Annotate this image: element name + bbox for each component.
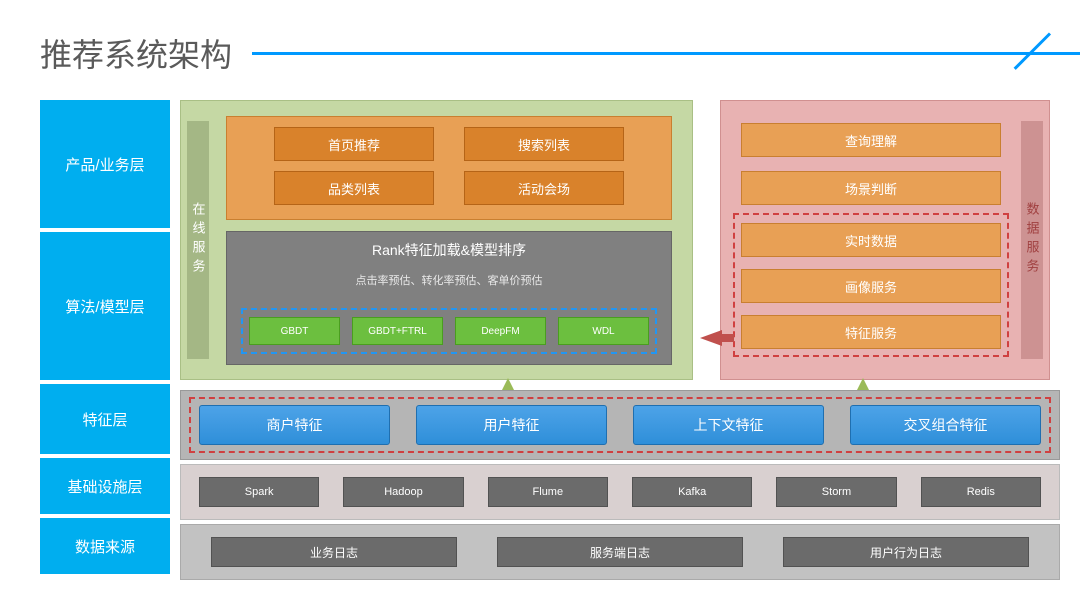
source-user-behavior-log: 用户行为日志 <box>783 537 1029 567</box>
online-service-label: 在线服务 <box>187 121 209 359</box>
feature-context: 上下文特征 <box>633 405 824 445</box>
layer-infra: 基础设施层 <box>40 458 170 514</box>
box-scene-judge: 场景判断 <box>741 171 1001 205</box>
infra-flume: Flume <box>488 477 608 507</box>
title-bar: 推荐系统架构 <box>40 30 1080 76</box>
data-service-label: 数据服务 <box>1021 121 1043 359</box>
layer-labels: 产品/业务层 算法/模型层 特征层 基础设施层 数据来源 <box>40 100 170 578</box>
infra-hadoop: Hadoop <box>343 477 463 507</box>
rank-subtitle: 点击率预估、转化率预估、客单价预估 <box>227 272 671 288</box>
box-activity: 活动会场 <box>464 171 624 205</box>
infra-row: Spark Hadoop Flume Kafka Storm Redis <box>180 464 1060 520</box>
feature-row: 商户特征 用户特征 上下文特征 交叉组合特征 <box>180 390 1060 460</box>
layer-source: 数据来源 <box>40 518 170 574</box>
models-container: GBDT GBDT+FTRL DeepFM WDL <box>241 308 657 354</box>
box-feature-service: 特征服务 <box>741 315 1001 349</box>
box-category-list: 品类列表 <box>274 171 434 205</box>
box-profile-service: 画像服务 <box>741 269 1001 303</box>
feature-user: 用户特征 <box>416 405 607 445</box>
layer-product: 产品/业务层 <box>40 100 170 228</box>
page-title: 推荐系统架构 <box>40 30 232 76</box>
source-row: 业务日志 服务端日志 用户行为日志 <box>180 524 1060 580</box>
source-business-log: 业务日志 <box>211 537 457 567</box>
main-area: 在线服务 首页推荐 搜索列表 品类列表 活动会场 Rank特征加载&模型排序 点… <box>180 100 1060 598</box>
box-search-list: 搜索列表 <box>464 127 624 161</box>
online-service-panel: 在线服务 首页推荐 搜索列表 品类列表 活动会场 Rank特征加载&模型排序 点… <box>180 100 693 380</box>
rank-title: Rank特征加载&模型排序 <box>227 240 671 260</box>
infra-redis: Redis <box>921 477 1041 507</box>
title-underline <box>252 52 1080 55</box>
box-home-rec: 首页推荐 <box>274 127 434 161</box>
source-server-log: 服务端日志 <box>497 537 743 567</box>
product-group: 首页推荐 搜索列表 品类列表 活动会场 <box>226 116 672 220</box>
infra-storm: Storm <box>776 477 896 507</box>
model-deepfm: DeepFM <box>455 317 546 345</box>
model-gbdt-ftrl: GBDT+FTRL <box>352 317 443 345</box>
box-query-understand: 查询理解 <box>741 123 1001 157</box>
architecture-diagram: 产品/业务层 算法/模型层 特征层 基础设施层 数据来源 在线服务 首页推荐 搜… <box>40 100 1060 598</box>
box-realtime-data: 实时数据 <box>741 223 1001 257</box>
data-service-panel: 数据服务 查询理解 场景判断 实时数据 画像服务 特征服务 <box>720 100 1050 380</box>
model-wdl: WDL <box>558 317 649 345</box>
arrow-data-to-rank <box>700 330 722 346</box>
layer-algorithm: 算法/模型层 <box>40 232 170 380</box>
infra-spark: Spark <box>199 477 319 507</box>
feature-cross: 交叉组合特征 <box>850 405 1041 445</box>
model-gbdt: GBDT <box>249 317 340 345</box>
layer-feature: 特征层 <box>40 384 170 454</box>
rank-group: Rank特征加载&模型排序 点击率预估、转化率预估、客单价预估 GBDT GBD… <box>226 231 672 365</box>
infra-kafka: Kafka <box>632 477 752 507</box>
feature-merchant: 商户特征 <box>199 405 390 445</box>
